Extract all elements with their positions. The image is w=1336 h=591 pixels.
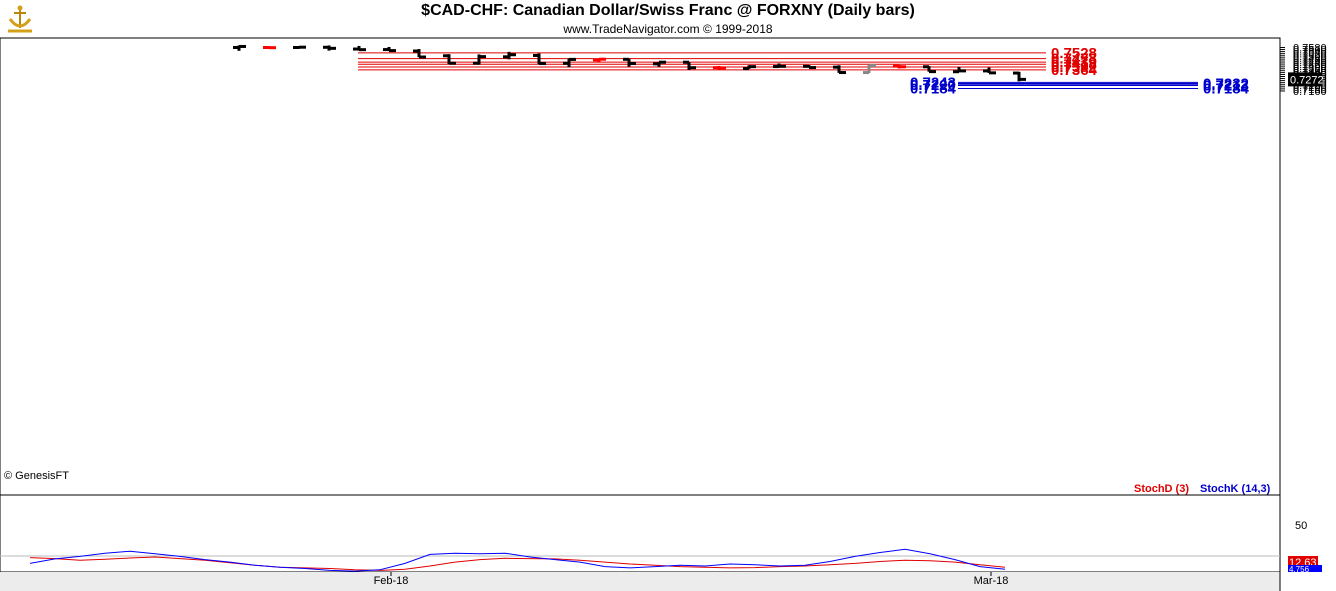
resistance-label: 0.7528 (1051, 45, 1097, 62)
chart-title: $CAD-CHF: Canadian Dollar/Swiss Franc @ … (421, 2, 915, 19)
resistance-label: 0.7418 (1051, 56, 1097, 73)
date-tick-label: Mar-18 (974, 575, 1009, 587)
ohlc-bar (1013, 71, 1026, 82)
ohlc-bar (953, 67, 966, 74)
ohlc-bar (263, 46, 276, 50)
ohlc-bar (833, 65, 846, 75)
chart-header: $CAD-CHF: Canadian Dollar/Swiss Franc @ … (0, 0, 1336, 38)
stochk-value-box (1288, 565, 1322, 572)
ohlc-bar (863, 64, 876, 75)
price-tick-label: 0.7420 (1293, 59, 1327, 71)
price-tick-label: 0.7500 (1293, 51, 1327, 63)
ohlc-bar (503, 51, 516, 60)
price-tick-label: 0.7560 (1293, 45, 1327, 57)
price-tick-label: 0.7380 (1293, 63, 1327, 75)
price-tick-label: 0.7580 (1293, 43, 1327, 55)
resistance-label: 0.7473 (1051, 51, 1097, 68)
trade-navigator-logo-icon (8, 5, 32, 33)
ohlc-bar (713, 65, 726, 70)
ohlc-bar (353, 45, 366, 52)
support-label-left: 0.7243 (910, 74, 956, 91)
ohlc-bar (293, 45, 306, 49)
date-tick-label: Feb-18 (374, 575, 409, 587)
date-axis: Feb-18 Mar-18 (374, 572, 1009, 587)
ohlc-bar (233, 44, 246, 51)
price-panel-frame (0, 37, 1281, 496)
ohlc-bar (653, 60, 666, 67)
ohlc-bar (383, 46, 396, 53)
price-tick-label: 0.7400 (1293, 61, 1327, 73)
ohlc-bar (533, 53, 546, 66)
ohlc-bar (323, 45, 336, 51)
ohlc-bar (413, 49, 426, 59)
price-tick-label: 0.7480 (1293, 53, 1327, 65)
stochk-line (29, 548, 1006, 572)
price-tick-label: 0.7460 (1293, 55, 1327, 67)
price-tick-label: 0.7180 (1293, 84, 1327, 96)
indicator-tick-50: 50 (1295, 520, 1307, 532)
support-label-left: 0.7220 (910, 77, 956, 94)
support-label-right: 0.7232 (1203, 76, 1249, 93)
stochd-line (29, 556, 1006, 571)
last-price-label: 0.7272 (1290, 74, 1324, 86)
ohlc-bar (803, 64, 816, 70)
ohlc-bar (593, 57, 606, 63)
resistance-label: 0.7364 (1051, 62, 1098, 79)
last-price-box (1288, 72, 1322, 87)
resistance-label: 0.7439 (1051, 54, 1097, 71)
support-label-right: 0.7184 (1203, 80, 1250, 97)
date-axis-strip (0, 572, 1280, 591)
ohlc-bar (743, 65, 756, 71)
copyright-label: © GenesisFT (4, 470, 69, 482)
ohlc-bar (623, 57, 636, 67)
price-tick-label: 0.7160 (1293, 86, 1327, 98)
price-tick-label: 0.7440 (1293, 57, 1327, 69)
last-price-marker: 0.7272 (1288, 72, 1324, 87)
ohlc-bar (983, 67, 996, 75)
support-label-right: 0.7213 (1203, 77, 1249, 94)
price-tick-label: 0.7520 (1293, 49, 1327, 61)
ohlc-bar (773, 63, 786, 69)
ohlc-bar (563, 57, 576, 68)
ohlc-bar (473, 54, 486, 65)
resistance-label: 0.7392 (1051, 59, 1097, 76)
stochd-legend: StochD (3) (1134, 483, 1189, 495)
price-tick-label: 0.7540 (1293, 47, 1327, 59)
support-label-left: 0.7184 (910, 80, 957, 97)
price-axis-strip (1281, 38, 1336, 591)
chart-subtitle: www.TradeNavigator.com © 1999-2018 (563, 22, 773, 36)
ohlc-bar (683, 60, 696, 70)
indicator-panel-frame (0, 494, 1281, 573)
ohlc-bar (923, 65, 936, 74)
ohlc-bars (233, 44, 1026, 82)
stochk-legend: StochK (14,3) (1200, 483, 1271, 495)
ohlc-bar (893, 64, 906, 69)
ohlc-bar (443, 54, 456, 65)
stochk-value: 4.756 (1289, 565, 1310, 574)
